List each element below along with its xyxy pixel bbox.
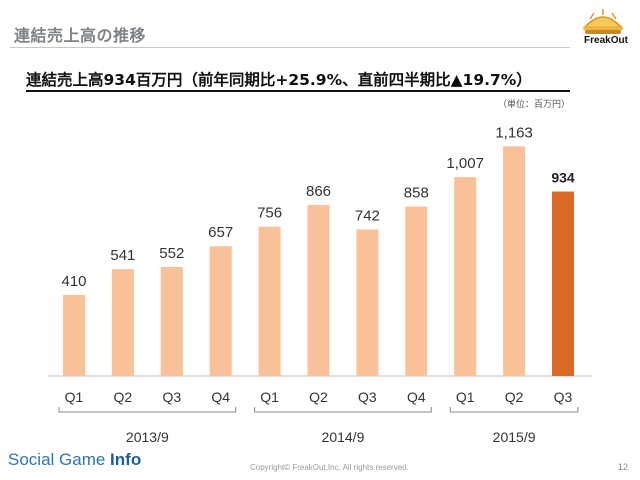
data-label-4: 657 (208, 224, 233, 241)
brand-watermark: Social Game Info (8, 450, 141, 470)
bar-4 (209, 246, 232, 376)
copyright-text: Copyright© FreakOut,Inc. All rights rese… (250, 463, 409, 472)
data-label-5: 756 (257, 205, 282, 222)
data-label-11: 934 (551, 170, 575, 186)
bar-11 (552, 191, 574, 376)
category-label-5: Q1 (260, 389, 279, 405)
headline-underline (26, 90, 570, 92)
bar-10 (503, 146, 526, 376)
bar-7 (356, 229, 379, 376)
bar-2 (111, 269, 134, 376)
data-label-1: 410 (61, 273, 86, 290)
bar-9 (454, 177, 477, 376)
group-bracket-2 (254, 407, 432, 413)
bar-3 (160, 266, 183, 376)
group-label-1: 2013/9 (126, 429, 169, 445)
category-label-3: Q3 (162, 389, 181, 405)
bar-6 (307, 204, 330, 376)
category-label-2: Q2 (114, 389, 133, 405)
brand-right-text: Info (110, 450, 142, 469)
category-label-8: Q4 (407, 389, 426, 405)
category-label-7: Q3 (358, 389, 377, 405)
category-label-10: Q2 (505, 389, 524, 405)
group-label-2: 2014/9 (322, 429, 365, 445)
data-label-9: 1,007 (446, 155, 484, 172)
title-divider (10, 47, 570, 48)
unit-note: （単位：百万円） (497, 100, 570, 110)
category-label-4: Q4 (211, 389, 230, 405)
bar-5 (258, 226, 281, 376)
data-label-2: 541 (110, 247, 135, 264)
category-label-6: Q2 (309, 389, 328, 405)
group-label-3: 2015/9 (493, 429, 536, 445)
category-label-9: Q1 (456, 389, 475, 405)
data-label-8: 858 (404, 185, 429, 202)
data-label-6: 866 (306, 183, 331, 200)
headline: 連結売上高934百万円（前年同期比+25.9%、直前四半期比▲19.7%） (26, 71, 532, 89)
bar-8 (405, 206, 428, 376)
brand-left-text: Social Game (8, 450, 111, 469)
group-bracket-1 (58, 407, 237, 413)
data-label-3: 552 (159, 245, 184, 262)
data-label-10: 1,163 (495, 124, 533, 141)
data-label-7: 742 (355, 207, 380, 224)
category-label-11: Q3 (554, 389, 573, 405)
bar-1 (63, 295, 85, 376)
page-number: 12 (617, 462, 628, 472)
group-bracket-3 (449, 407, 579, 413)
freakout-logo-icon (583, 9, 623, 34)
logo-text: FreakOut (584, 35, 628, 46)
category-label-1: Q1 (65, 389, 84, 405)
slide-title: 連結売上高の推移 (14, 26, 147, 45)
